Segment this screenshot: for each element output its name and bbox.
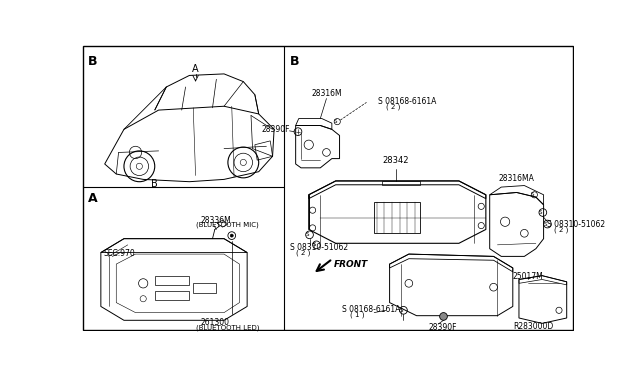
Text: A: A <box>88 192 97 205</box>
Circle shape <box>230 234 234 237</box>
Text: ( 2 ): ( 2 ) <box>554 226 568 233</box>
Text: B: B <box>289 55 299 68</box>
Text: S 08168-6161A: S 08168-6161A <box>378 97 436 106</box>
Bar <box>193 283 216 293</box>
Text: 28336M: 28336M <box>201 216 232 225</box>
Text: R283000D: R283000D <box>513 322 553 331</box>
Text: ( 1 ): ( 1 ) <box>349 311 364 318</box>
Text: A: A <box>192 64 199 74</box>
Text: FRONT: FRONT <box>334 260 369 269</box>
Text: 25017M: 25017M <box>513 272 543 281</box>
Text: S: S <box>539 210 542 215</box>
Text: S: S <box>333 119 337 124</box>
Text: SEC.970: SEC.970 <box>103 249 135 258</box>
Text: 28316MA: 28316MA <box>499 174 535 183</box>
Text: 28316M: 28316M <box>311 89 342 98</box>
Text: S 08310-51062: S 08310-51062 <box>289 243 348 252</box>
Text: B: B <box>152 179 158 189</box>
Text: S: S <box>399 308 403 313</box>
Text: S: S <box>543 222 547 227</box>
Text: S: S <box>312 242 316 247</box>
Text: S: S <box>305 232 309 237</box>
Text: S 08310-51062: S 08310-51062 <box>547 220 605 229</box>
Text: 28390F: 28390F <box>261 125 289 134</box>
Text: 28342: 28342 <box>383 156 409 165</box>
Text: S 08168-6161A: S 08168-6161A <box>342 305 400 314</box>
Bar <box>155 276 189 285</box>
Text: S: S <box>531 192 534 197</box>
Text: B: B <box>88 55 97 68</box>
Text: (BLUETOOTH MIC): (BLUETOOTH MIC) <box>196 222 259 228</box>
Bar <box>374 202 420 233</box>
Circle shape <box>440 312 447 320</box>
Text: 261300: 261300 <box>201 318 230 327</box>
Text: ( 2 ): ( 2 ) <box>386 103 400 110</box>
Text: (BLUETOOTH LED): (BLUETOOTH LED) <box>196 324 259 331</box>
Text: 28390F: 28390F <box>428 323 456 332</box>
Bar <box>155 291 189 300</box>
Text: ( 2 ): ( 2 ) <box>296 250 310 256</box>
